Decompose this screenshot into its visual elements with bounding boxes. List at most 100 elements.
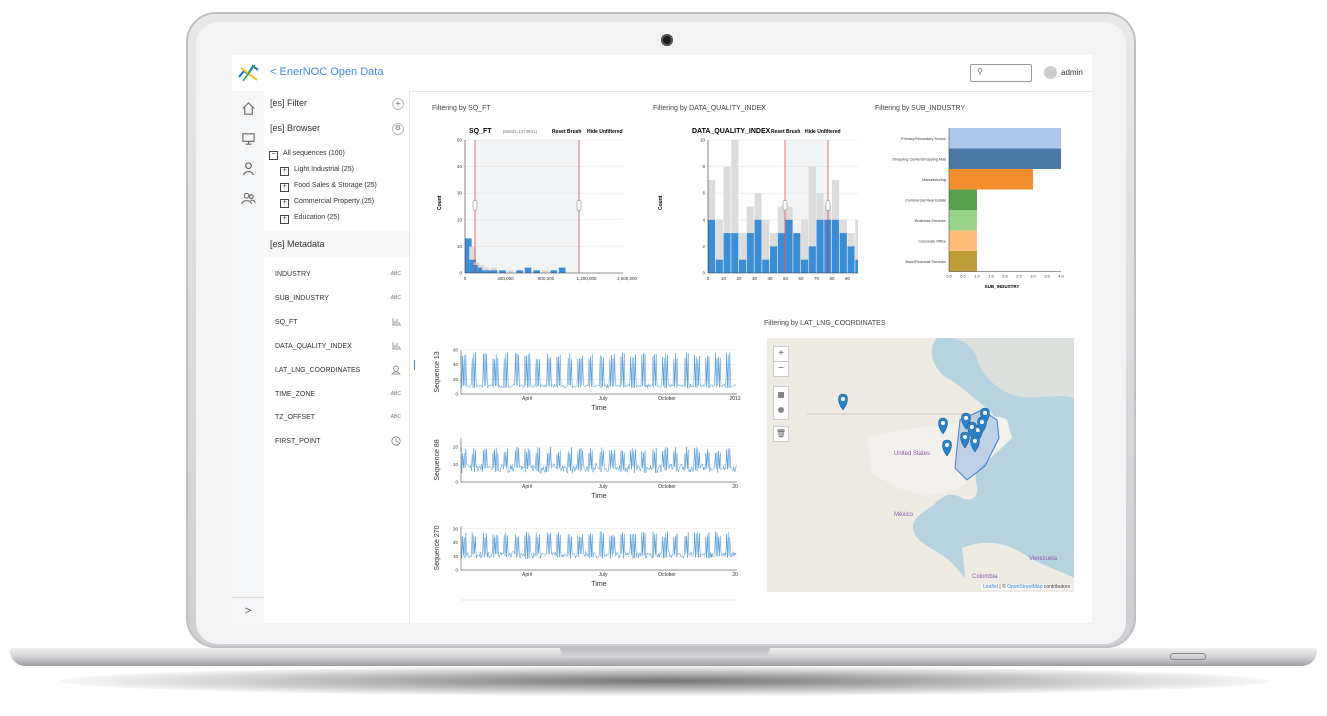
user-name[interactable]: admin xyxy=(1061,68,1083,77)
metadata-field-sub-industry[interactable]: SUB_INDUSTRY ABC xyxy=(275,295,401,302)
map-marker-dot xyxy=(945,443,949,447)
map-marker-icon xyxy=(938,417,948,435)
histogram-bar xyxy=(490,270,498,273)
metadata-field-tz-offset[interactable]: TZ_OFFSET ABC xyxy=(275,414,401,421)
histogram-bar xyxy=(486,270,493,273)
tree-item[interactable]: + Light Industrial (25) xyxy=(280,166,354,176)
x-tick-label: April xyxy=(522,484,532,490)
metadata-field-sq-ft[interactable]: SQ_FT xyxy=(275,318,401,326)
x-tick-label: 3.0 xyxy=(1030,274,1036,279)
dqi-reset-brush-button[interactable]: Reset Brush xyxy=(771,129,800,135)
unfiltered-bar xyxy=(762,219,770,273)
field-name: TIME_ZONE xyxy=(275,391,316,398)
x-tick-label: 0 xyxy=(707,276,710,281)
field-name: SUB_INDUSTRY xyxy=(275,295,329,302)
y-tick-label: 30 xyxy=(453,526,459,531)
expand-icon[interactable]: + xyxy=(280,167,289,176)
map-markers xyxy=(838,393,990,457)
field-name: FIRST_POINT xyxy=(275,438,321,445)
metadata-field-time-zone[interactable]: TIME_ZONE ABC xyxy=(275,391,401,398)
sqft-histogram[interactable]: SQ_FT [92834,1373941] Reset Brush Hide U… xyxy=(427,120,637,285)
y-tick-label: 2 xyxy=(702,244,705,249)
tree-root[interactable]: − All sequences (100) xyxy=(269,150,345,160)
avatar[interactable] xyxy=(1044,66,1057,79)
x-tick-label: 80 xyxy=(829,276,835,281)
map-marker-dot xyxy=(973,439,977,443)
sub-industry-filter-caption: Filtering by SUB_INDUSTRY xyxy=(875,105,966,112)
osm-link[interactable]: OpenStreetMap xyxy=(1007,584,1043,590)
histogram-bar xyxy=(770,246,778,273)
sub-industry-bar-chart[interactable]: Primary/Secondary School Shopping Center/… xyxy=(872,120,1082,295)
metadata-field-industry[interactable]: INDUSTRY ABC xyxy=(275,271,401,278)
x-tick-label: 90 xyxy=(845,276,851,281)
browser-heading[interactable]: [es] Browser xyxy=(270,123,321,133)
y-tick-label: 10 xyxy=(457,244,463,249)
trash-icon[interactable]: 🗑 xyxy=(773,426,789,442)
map-label-venezuela: Venezuela xyxy=(1029,556,1058,562)
brush-handle xyxy=(782,200,788,211)
draw-circle-icon[interactable] xyxy=(778,407,784,413)
tree-item[interactable]: + Education (25) xyxy=(280,214,340,224)
type-badge: ABC xyxy=(390,414,401,420)
x-tick-label: October xyxy=(658,484,676,490)
tree-item[interactable]: + Food Sales & Storage (25) xyxy=(280,182,377,192)
metadata-field-data-quality-index[interactable]: DATA_QUALITY_INDEX xyxy=(275,342,401,350)
filter-heading[interactable]: [es] Filter xyxy=(270,98,308,108)
histogram-bar xyxy=(473,265,481,273)
map-marker-dot xyxy=(964,416,968,420)
monitor-icon[interactable] xyxy=(241,131,256,146)
user-icon[interactable] xyxy=(241,161,256,176)
histogram-bar xyxy=(558,267,566,273)
metadata-field-first-point[interactable]: FIRST_POINT xyxy=(275,436,401,446)
histogram-bar xyxy=(793,233,801,273)
histogram-bar xyxy=(731,233,739,273)
metadata-heading[interactable]: [es] Metadata xyxy=(270,239,325,249)
x-tick-label: 800,000 xyxy=(538,276,555,281)
expand-icon[interactable]: + xyxy=(280,199,289,208)
metadata-field-lat-lng[interactable]: LAT_LNG_COORDINATES xyxy=(275,365,401,375)
splitter-handle[interactable] xyxy=(414,360,415,370)
leaflet-link[interactable]: Leaflet xyxy=(983,584,999,590)
y-tick-label: 4 xyxy=(702,217,705,222)
sidebar: [es] Filter + [es] Browser ⚙ − All sequen… xyxy=(264,91,410,623)
expand-icon[interactable]: + xyxy=(280,215,289,224)
draw-rectangle-icon[interactable] xyxy=(778,392,784,398)
histogram-bar xyxy=(816,219,824,273)
back-link[interactable]: < EnerNOC Open Data xyxy=(270,66,383,78)
expand-chevron-icon[interactable]: > xyxy=(232,597,264,623)
y-tick-label: 8 xyxy=(702,164,705,169)
zoom-out-button[interactable]: − xyxy=(773,361,789,377)
tree-item[interactable]: + Commercial Property (25) xyxy=(280,198,374,208)
map-icon xyxy=(391,365,401,375)
add-filter-button[interactable]: + xyxy=(392,98,404,110)
sqft-chart-title: SQ_FT xyxy=(469,128,492,135)
unfiltered-bar xyxy=(715,219,723,273)
y-tick-label: 0 xyxy=(455,392,458,397)
home-icon[interactable] xyxy=(241,101,256,116)
histogram-bar xyxy=(839,233,847,273)
y-axis-label: Sequence 270 xyxy=(434,525,441,570)
sqft-reset-brush-button[interactable]: Reset Brush xyxy=(552,129,581,135)
collapse-icon[interactable]: − xyxy=(269,151,278,160)
map-view[interactable]: + − 🗑 United States México Venezuela Col… xyxy=(767,338,1074,592)
sub-industry-bar xyxy=(949,189,977,210)
histogram-bar xyxy=(524,267,532,273)
unfiltered-bar xyxy=(808,166,816,273)
enernoc-logo-icon[interactable] xyxy=(236,59,262,85)
y-tick-label: 10 xyxy=(700,138,706,143)
unfiltered-bar xyxy=(731,140,739,273)
dqi-hide-unfiltered-button[interactable]: Hide Unfiltered xyxy=(805,129,841,135)
zoom-in-button[interactable]: + xyxy=(773,346,789,362)
expand-icon[interactable]: + xyxy=(280,183,289,192)
sqft-hide-unfiltered-button[interactable]: Hide Unfiltered xyxy=(587,129,623,135)
category-label: Primary/Secondary School xyxy=(901,137,946,141)
settings-gear-icon[interactable]: ⚙ xyxy=(392,123,404,135)
field-name: INDUSTRY xyxy=(275,271,311,278)
sequence-line xyxy=(460,352,737,389)
users-icon[interactable] xyxy=(241,191,256,206)
dqi-histogram[interactable]: DATA_QUALITY_INDEX Reset Brush Hide Unfi… xyxy=(648,120,858,285)
sequence-charts[interactable]: 0 20 40 60 April July October 2013 Time Sequence … xyxy=(427,338,742,603)
search-input[interactable]: ⚲ xyxy=(970,64,1032,82)
sub-industry-bar xyxy=(949,210,977,231)
x-tick-label: April xyxy=(522,396,532,402)
